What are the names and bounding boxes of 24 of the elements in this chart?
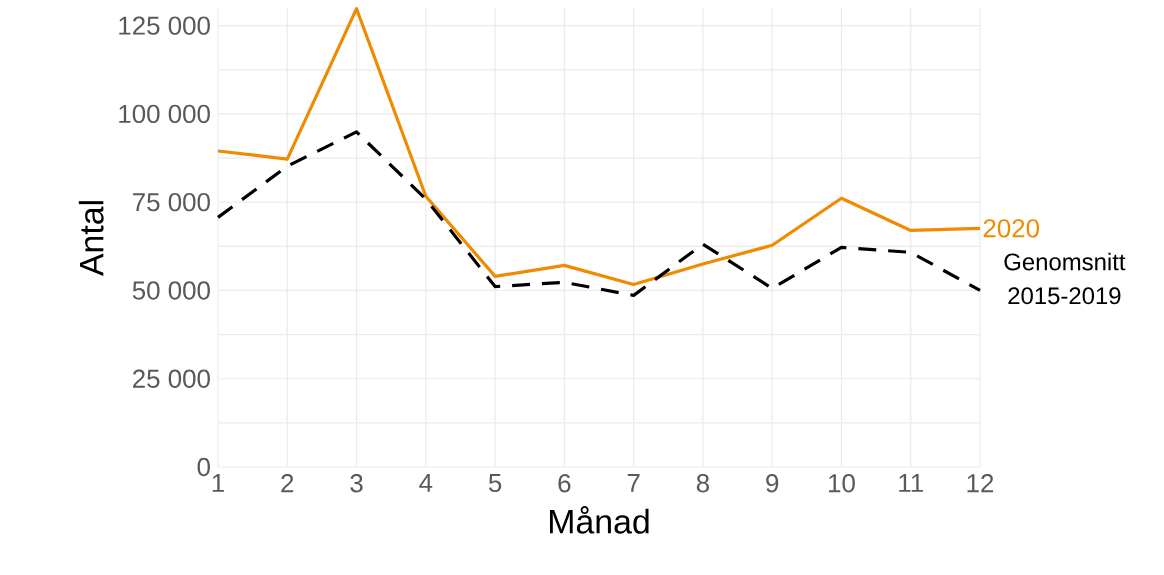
- x-tick-label: 12: [967, 474, 994, 493]
- series-label: 2020: [983, 219, 1040, 238]
- x-tick-label: 2: [281, 474, 294, 493]
- x-tick-label: 6: [558, 474, 571, 493]
- y-tick-label: 100 000: [119, 104, 210, 124]
- x-tick-label: 3: [350, 474, 363, 493]
- x-axis-title: Månad: [550, 506, 649, 534]
- y-tick-label: 125 000: [119, 16, 210, 35]
- x-tick-label: 8: [696, 474, 709, 493]
- x-tick-label: 5: [488, 474, 502, 493]
- x-tick-label: 11: [899, 474, 923, 492]
- y-tick-label: 25 000: [133, 369, 210, 388]
- y-tick-label: 0: [197, 457, 210, 477]
- line-series: [216, 130, 982, 298]
- x-tick-label: 9: [766, 474, 779, 493]
- x-tick-label: 4: [419, 474, 433, 492]
- x-tick-label: 7: [627, 474, 640, 492]
- line-series: [216, 7, 982, 287]
- y-tick-label: 50 000: [132, 281, 210, 300]
- y-tick-label: 75 000: [133, 193, 210, 212]
- x-tick-label: 1: [212, 474, 224, 492]
- series-label: Genomsnitt 2015-2019: [1004, 252, 1126, 305]
- y-axis-title: Antal: [78, 201, 104, 277]
- x-tick-label: 10: [829, 474, 855, 493]
